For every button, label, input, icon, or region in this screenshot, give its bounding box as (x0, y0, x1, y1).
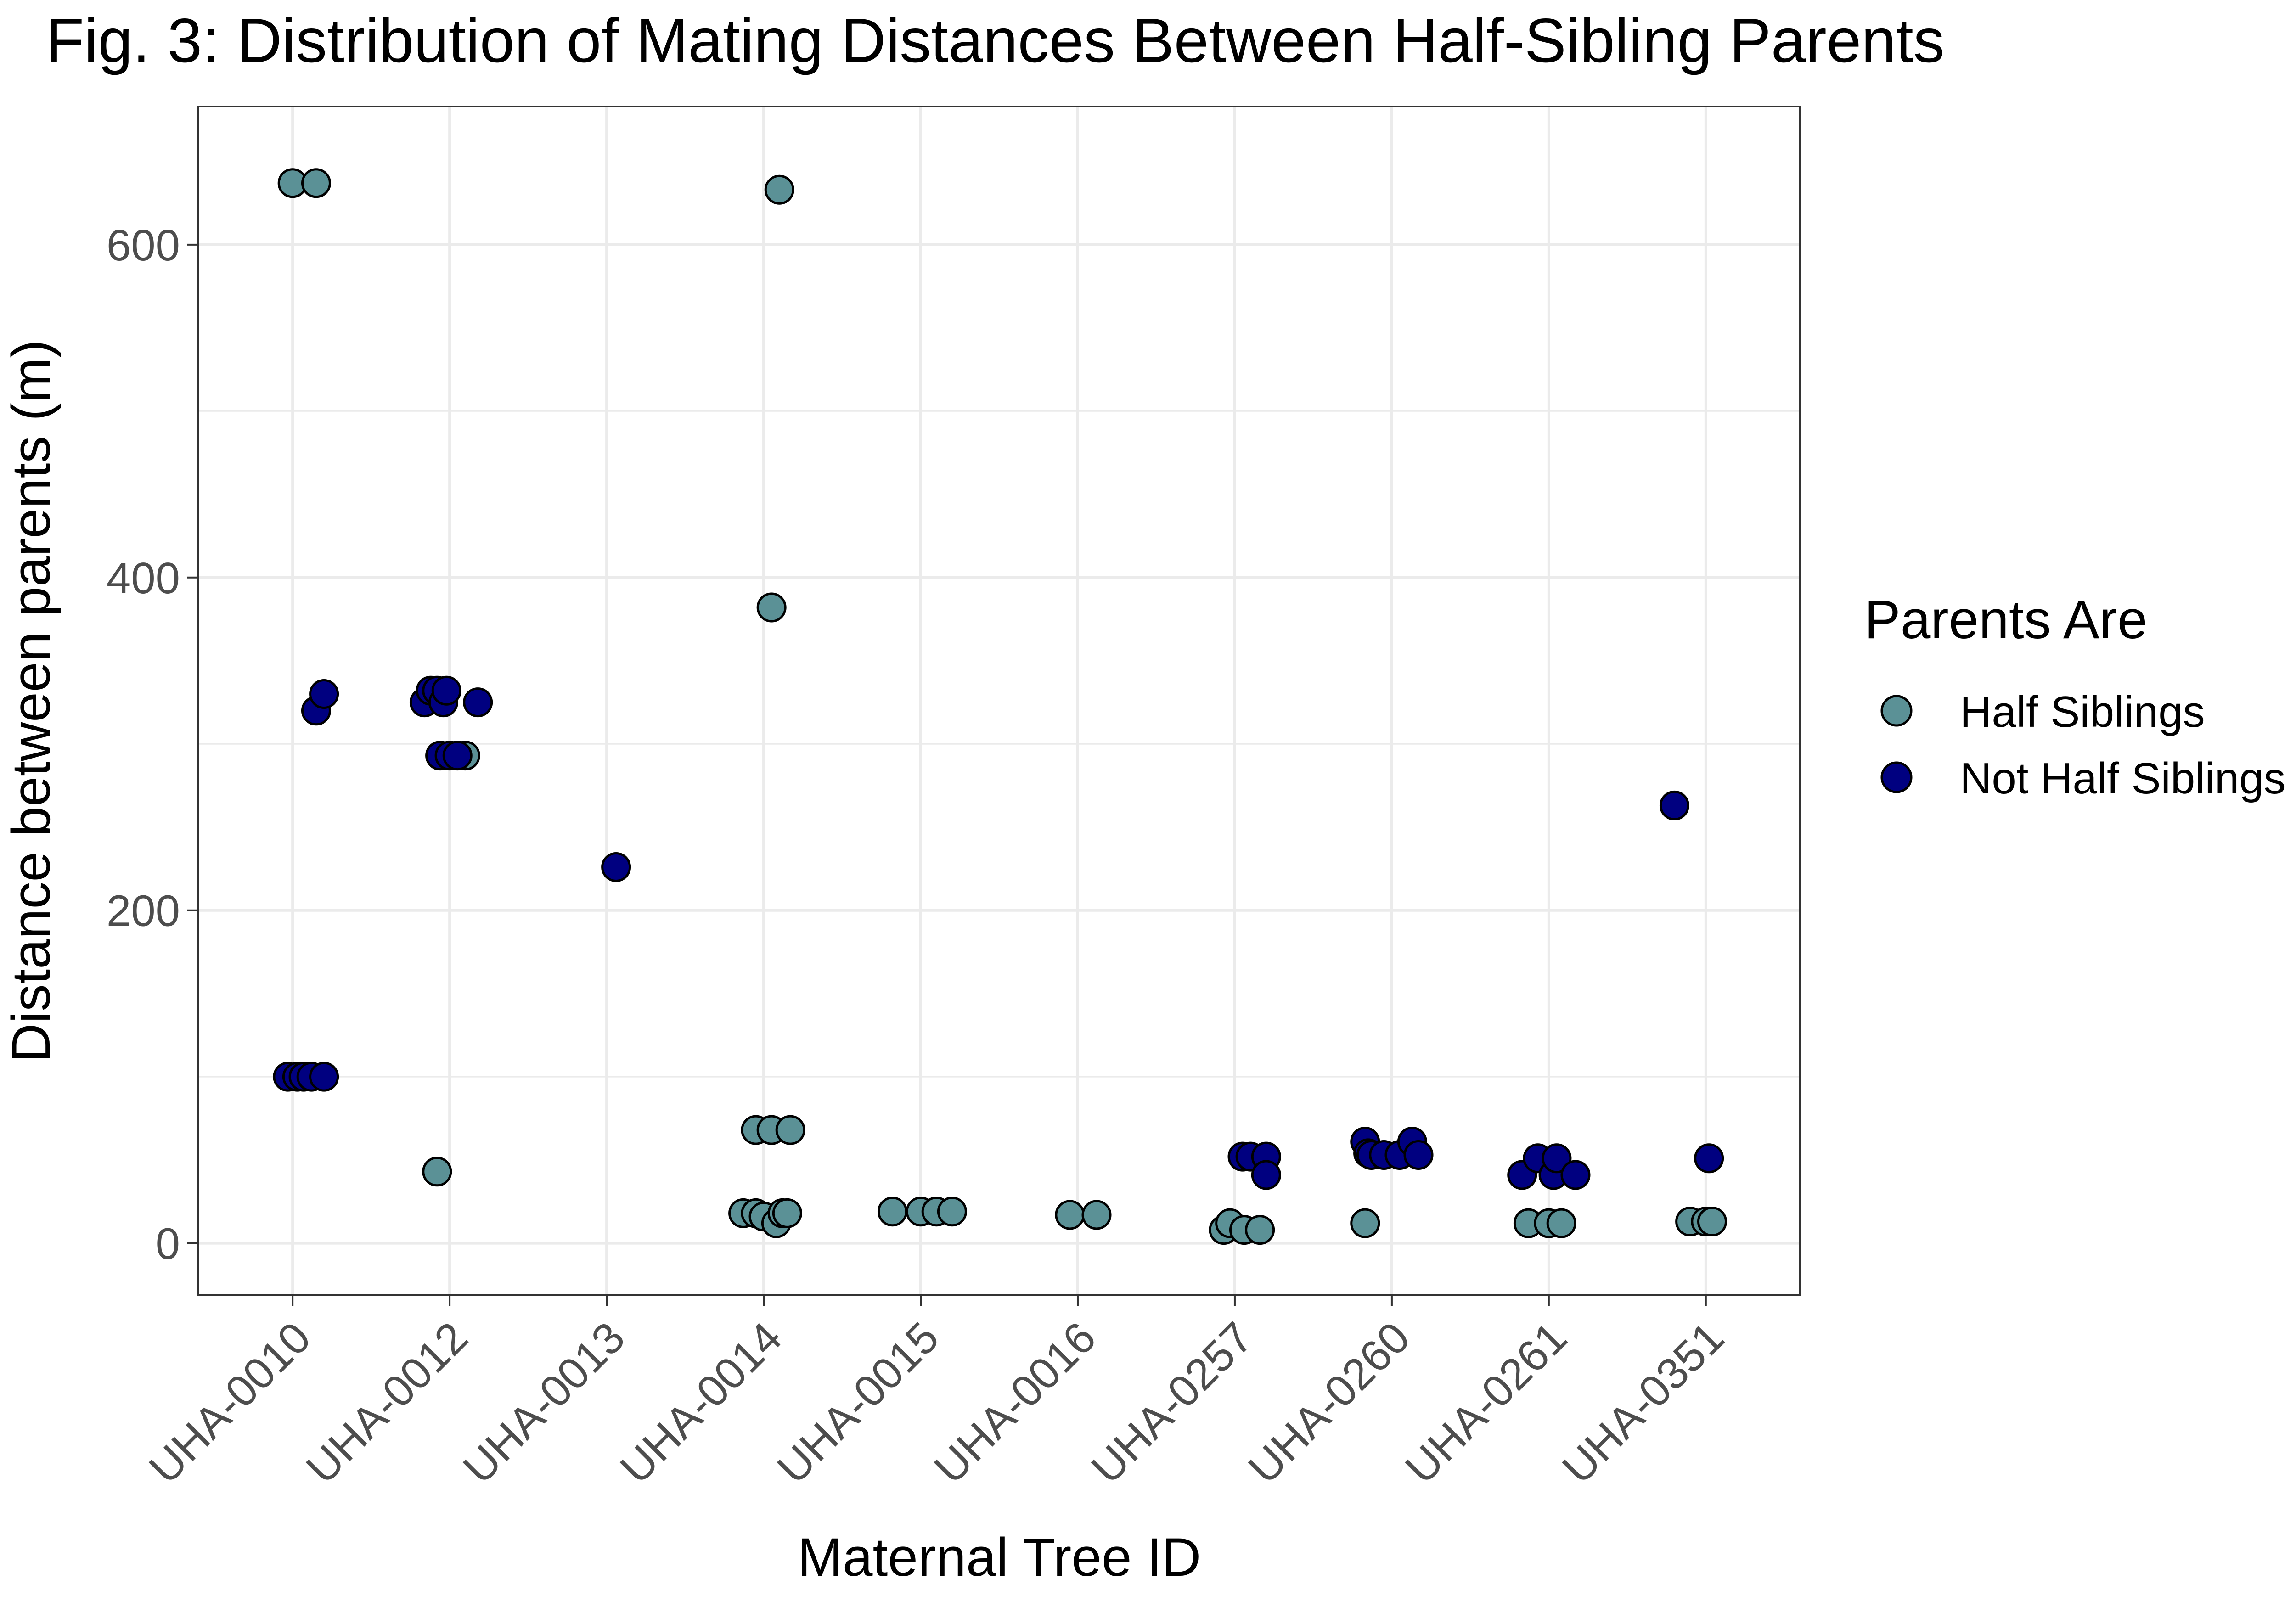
point-not-half-siblings (309, 1062, 339, 1092)
y-tick-label: 400 (107, 554, 180, 603)
point-not-half-siblings (463, 687, 493, 718)
x-tick-label: UHA-0012 (297, 1313, 477, 1493)
x-tick-label: UHA-0015 (768, 1313, 948, 1493)
chart-title: Fig. 3: Distribution of Mating Distances… (46, 6, 1945, 75)
point-half-siblings (422, 1157, 452, 1187)
point-half-siblings (1350, 1208, 1380, 1238)
data-points (273, 168, 1728, 1245)
point-half-siblings (772, 1198, 802, 1228)
x-tick-label: UHA-0013 (454, 1313, 634, 1493)
legend-key-half-siblings (1880, 695, 1913, 727)
y-axis-title: Distance between parents (m) (1, 340, 62, 1062)
x-tick-label: UHA-0257 (1082, 1313, 1262, 1493)
point-not-half-siblings (601, 852, 631, 882)
point-half-siblings (301, 168, 331, 198)
x-tick-label: UHA-0351 (1553, 1313, 1733, 1493)
y-tick-label: 0 (156, 1219, 180, 1269)
point-half-siblings (756, 592, 787, 623)
point-not-half-siblings (1251, 1160, 1281, 1190)
point-not-half-siblings (1403, 1140, 1434, 1170)
point-half-siblings (1697, 1207, 1728, 1237)
point-half-siblings (775, 1115, 805, 1145)
point-not-half-siblings (309, 679, 339, 709)
legend-key-not-half-siblings (1880, 761, 1913, 793)
major-gridlines (198, 107, 1800, 1295)
legend-title: Parents Are (1864, 590, 2148, 650)
point-half-siblings (1245, 1215, 1275, 1245)
y-tick-label: 600 (107, 221, 180, 270)
point-half-siblings (937, 1197, 967, 1227)
point-half-siblings (877, 1197, 907, 1227)
point-not-half-siblings (1659, 790, 1689, 820)
point-not-half-siblings (442, 741, 473, 771)
point-not-half-siblings (1694, 1143, 1724, 1174)
x-axis: UHA-0010UHA-0012UHA-0013UHA-0014UHA-0015… (140, 1295, 1733, 1493)
plot-panel (197, 106, 1801, 1296)
x-axis-title: Maternal Tree ID (798, 1527, 1201, 1588)
point-not-half-siblings (1560, 1160, 1591, 1190)
x-tick-label: UHA-0260 (1239, 1313, 1419, 1493)
plot-border (197, 106, 1801, 1296)
point-half-siblings (1081, 1200, 1112, 1230)
y-axis: 0 200 400 600 (107, 221, 198, 1269)
point-half-siblings (1055, 1200, 1085, 1230)
legend-label-half-siblings: Half Siblings (1960, 687, 2205, 736)
x-tick-label: UHA-0016 (925, 1313, 1105, 1493)
legend-label-not-half-siblings: Not Half Siblings (1960, 754, 2286, 803)
point-half-siblings (1546, 1208, 1576, 1238)
point-not-half-siblings (431, 675, 461, 706)
x-tick-label: UHA-0010 (140, 1313, 320, 1493)
legend: Parents Are Half Siblings Not Half Sibli… (1864, 590, 2286, 803)
point-not-half-siblings (1542, 1143, 1572, 1174)
x-tick-label: UHA-0261 (1396, 1313, 1576, 1493)
y-tick-label: 200 (107, 887, 180, 936)
x-tick-label: UHA-0014 (611, 1313, 791, 1493)
point-half-siblings (764, 174, 794, 205)
